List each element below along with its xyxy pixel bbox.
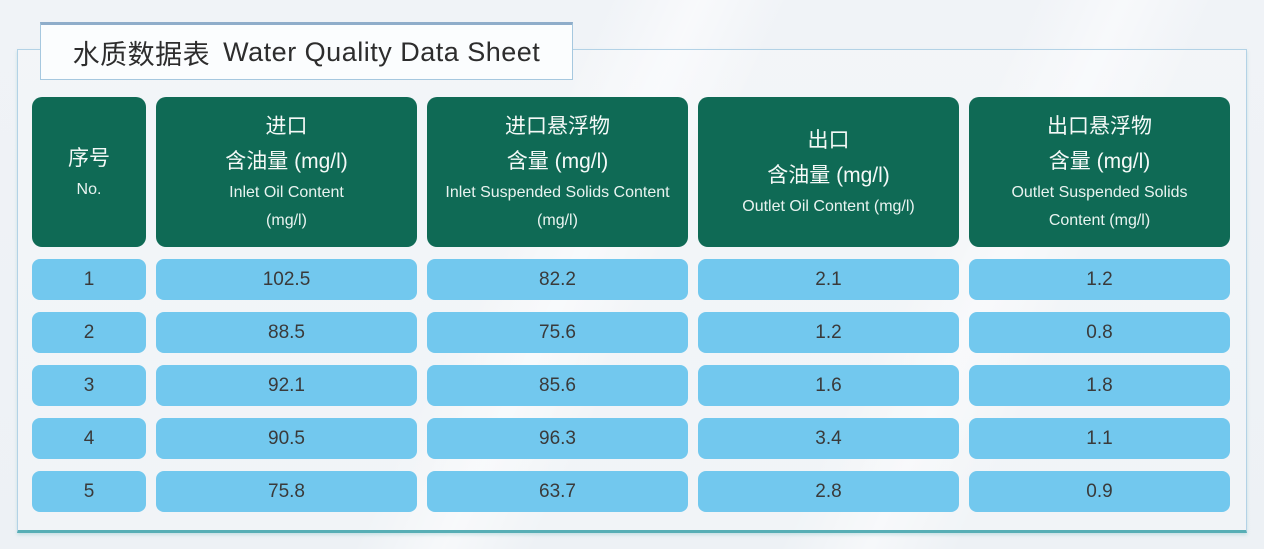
row4-outlet-suspended-solids: 1.1	[969, 418, 1230, 459]
row1-no: 1	[32, 259, 146, 300]
column-header-outlet-ss-cn2: 含量 (mg/l)	[1048, 150, 1151, 173]
column-header-inlet-ss-en1: Inlet Suspended Solids Content	[445, 184, 670, 201]
row5-outlet-suspended-solids: 0.9	[969, 471, 1230, 512]
column-header-inlet-ss-cn1: 进口悬浮物	[505, 115, 610, 138]
column-header-inlet-oil-cn2: 含油量 (mg/l)	[225, 150, 348, 173]
row3-inlet-oil: 92.1	[156, 365, 417, 406]
row4-inlet-suspended-solids: 96.3	[427, 418, 688, 459]
column-header-no-cn: 序号	[68, 146, 110, 170]
row3-inlet-suspended-solids: 85.6	[427, 365, 688, 406]
row4-inlet-oil: 90.5	[156, 418, 417, 459]
column-header-outlet-ss-en1: Outlet Suspended Solids	[1011, 184, 1188, 201]
row2-outlet-suspended-solids: 0.8	[969, 312, 1230, 353]
row5-no: 5	[32, 471, 146, 512]
row3-outlet-oil: 1.6	[698, 365, 959, 406]
row2-inlet-suspended-solids: 75.6	[427, 312, 688, 353]
row5-outlet-oil: 2.8	[698, 471, 959, 512]
row4-no: 4	[32, 418, 146, 459]
column-header-inlet-suspended-solids: 进口悬浮物 含量 (mg/l) Inlet Suspended Solids C…	[427, 97, 688, 247]
column-header-no-en: No.	[76, 180, 102, 198]
column-header-inlet-oil-en2: (mg/l)	[266, 212, 307, 229]
page-title-en: Water Quality Data Sheet	[223, 36, 541, 67]
column-header-inlet-oil-cn1: 进口	[265, 115, 308, 138]
row2-outlet-oil: 1.2	[698, 312, 959, 353]
row2-inlet-oil: 88.5	[156, 312, 417, 353]
column-header-outlet-oil-cn1: 出口	[807, 129, 850, 152]
column-header-outlet-oil-en1: Outlet Oil Content (mg/l)	[742, 198, 915, 215]
column-header-outlet-ss-cn1: 出口悬浮物	[1047, 115, 1152, 138]
column-header-outlet-oil-cn2: 含油量 (mg/l)	[767, 164, 890, 187]
column-header-inlet-oil: 进口 含油量 (mg/l) Inlet Oil Content (mg/l)	[156, 97, 417, 247]
column-header-inlet-oil-en1: Inlet Oil Content	[229, 184, 344, 201]
row4-outlet-oil: 3.4	[698, 418, 959, 459]
column-header-outlet-suspended-solids: 出口悬浮物 含量 (mg/l) Outlet Suspended Solids …	[969, 97, 1230, 247]
row2-no: 2	[32, 312, 146, 353]
row3-no: 3	[32, 365, 146, 406]
water-quality-table: 序号 No. 进口 含油量 (mg/l) Inlet Oil Content (…	[32, 97, 1232, 512]
column-header-no: 序号 No.	[32, 97, 146, 247]
row1-inlet-oil: 102.5	[156, 259, 417, 300]
row1-outlet-oil: 2.1	[698, 259, 959, 300]
page-title-cn: 水质数据表	[72, 39, 211, 70]
row1-outlet-suspended-solids: 1.2	[969, 259, 1230, 300]
row1-inlet-suspended-solids: 82.2	[427, 259, 688, 300]
row5-inlet-oil: 75.8	[156, 471, 417, 512]
row3-outlet-suspended-solids: 1.8	[969, 365, 1230, 406]
column-header-outlet-ss-en2: Content (mg/l)	[1048, 212, 1151, 229]
row5-inlet-suspended-solids: 63.7	[427, 471, 688, 512]
column-header-inlet-ss-en2: (mg/l)	[537, 212, 578, 229]
title-box: 水质数据表 Water Quality Data Sheet	[40, 22, 573, 80]
column-header-inlet-ss-cn2: 含量 (mg/l)	[506, 150, 609, 173]
column-header-outlet-oil: 出口 含油量 (mg/l) Outlet Oil Content (mg/l)	[698, 97, 959, 247]
